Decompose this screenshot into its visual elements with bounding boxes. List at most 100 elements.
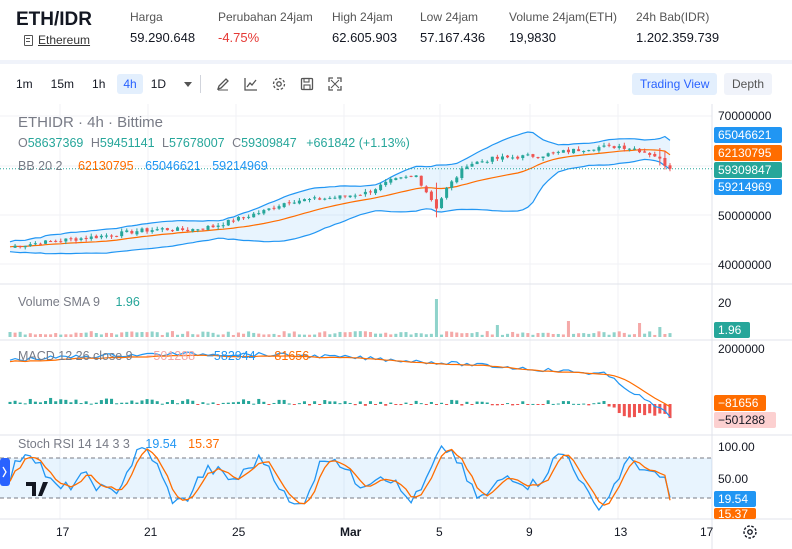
macd-hist-bar bbox=[165, 402, 169, 404]
timeframe-4h[interactable]: 4h bbox=[117, 74, 143, 94]
candle-body bbox=[59, 241, 63, 243]
macd-hist-bar bbox=[500, 404, 504, 405]
pencil-icon[interactable] bbox=[209, 72, 237, 96]
volume-bar bbox=[79, 332, 83, 337]
macd-hist-bar bbox=[33, 401, 37, 404]
save-icon[interactable] bbox=[293, 72, 321, 96]
volume-bar bbox=[104, 332, 108, 337]
settings-gear-icon[interactable] bbox=[743, 525, 757, 539]
macd-hist-bar bbox=[216, 404, 220, 405]
macd-hist-bar bbox=[94, 402, 98, 404]
candle bbox=[414, 175, 418, 178]
volume-bar bbox=[607, 334, 611, 337]
candle-body bbox=[353, 195, 357, 197]
gear-icon[interactable] bbox=[265, 72, 293, 96]
time-tick: 5 bbox=[436, 525, 443, 539]
pair-info[interactable]: Ethereum bbox=[24, 33, 90, 47]
volume-tick: 20 bbox=[718, 296, 732, 310]
macd-hist-bar bbox=[638, 404, 642, 413]
asset-link[interactable]: Ethereum bbox=[38, 33, 91, 47]
sidebar-toggle[interactable] bbox=[0, 458, 10, 486]
candle bbox=[663, 151, 667, 170]
depth-button[interactable]: Depth bbox=[724, 73, 773, 95]
badge-bg bbox=[714, 127, 782, 143]
sidebar-toggle-bg[interactable] bbox=[0, 458, 10, 486]
volume-bar bbox=[140, 331, 144, 337]
candle-body bbox=[506, 155, 510, 158]
timeframe-1h[interactable]: 1h bbox=[92, 77, 106, 91]
candle bbox=[338, 195, 342, 200]
line-chart-icon[interactable] bbox=[237, 72, 265, 96]
volume-bar bbox=[323, 331, 327, 337]
macd-hist-bar bbox=[577, 403, 581, 405]
tradingview-logo bbox=[20, 482, 52, 549]
candle bbox=[277, 204, 281, 210]
timeframe-dropdown[interactable]: 1D bbox=[151, 77, 193, 91]
macd-hist-bar bbox=[323, 400, 327, 404]
badge-text: −501288 bbox=[718, 413, 765, 427]
macd-hist-bar bbox=[627, 404, 631, 418]
time-tick: 9 bbox=[526, 525, 533, 539]
macd-hist-bar bbox=[409, 404, 413, 405]
candle bbox=[434, 182, 438, 218]
trading-chart[interactable]: ETHIDR · 4h · Bittime O58637369 H5945114… bbox=[0, 104, 792, 549]
candle-body bbox=[602, 145, 606, 147]
candles bbox=[13, 142, 672, 250]
candle bbox=[506, 154, 510, 159]
volume-bar bbox=[556, 333, 560, 337]
badge-stoch-k: 19.54 bbox=[714, 491, 756, 507]
timeframe-15m[interactable]: 15m bbox=[50, 77, 75, 91]
volume-bar bbox=[582, 333, 586, 337]
candle bbox=[622, 142, 626, 152]
candle bbox=[262, 209, 266, 216]
candle-body bbox=[663, 157, 667, 166]
badge-text: −81656 bbox=[718, 396, 759, 410]
candle-body bbox=[140, 228, 144, 233]
candle-body bbox=[343, 195, 347, 197]
macd-hist-bar bbox=[252, 403, 256, 405]
macd-tick: 2000000 bbox=[718, 342, 765, 356]
ohlc-h-label: H bbox=[91, 136, 100, 150]
candle-body bbox=[99, 235, 103, 238]
volume-bar bbox=[632, 334, 636, 337]
fullscreen-icon[interactable] bbox=[321, 72, 349, 96]
volume-bar bbox=[521, 332, 525, 337]
gear-icon[interactable] bbox=[743, 525, 757, 539]
volume-bar bbox=[409, 334, 413, 337]
bb-upper-line bbox=[9, 131, 671, 243]
volume-bar bbox=[551, 334, 555, 337]
macd-hist-bar bbox=[475, 401, 479, 404]
candle bbox=[216, 222, 220, 230]
trading-view-button[interactable]: Trading View bbox=[632, 73, 718, 95]
macd-hist-bar bbox=[287, 403, 291, 405]
candle bbox=[191, 228, 195, 233]
stat-value: 59.290.648 bbox=[130, 30, 196, 45]
badge-volume: 1.96 bbox=[714, 322, 750, 338]
badge-text: 1.96 bbox=[718, 323, 742, 337]
candle-body bbox=[33, 243, 37, 245]
bb-lower-value: 59214969 bbox=[212, 159, 268, 173]
candle bbox=[13, 243, 17, 249]
candle bbox=[155, 226, 159, 231]
macd-hist-bar bbox=[292, 404, 296, 405]
candle bbox=[328, 196, 332, 200]
macd-hist-bar bbox=[318, 404, 322, 405]
candle-body bbox=[54, 240, 58, 242]
macd-hist-bar bbox=[277, 399, 281, 404]
macd-hist-bar bbox=[546, 400, 550, 404]
ohlc-o-label: O bbox=[18, 136, 28, 150]
stoch-d-value: 15.37 bbox=[188, 437, 219, 451]
macd-hist-bar bbox=[379, 401, 383, 404]
volume-bar bbox=[460, 333, 464, 337]
chart-panel: 1m 15m 1h 4h 1D Trading View Depth bbox=[0, 64, 792, 549]
candle bbox=[572, 148, 576, 154]
macd-hist-bar bbox=[663, 404, 667, 414]
macd-hist-bar bbox=[38, 402, 42, 404]
candle bbox=[186, 227, 190, 232]
macd-hist-bar bbox=[13, 400, 17, 404]
badge-bg bbox=[714, 145, 782, 161]
candle-body bbox=[404, 176, 408, 178]
candle bbox=[582, 150, 586, 154]
timeframe-1m[interactable]: 1m bbox=[16, 77, 33, 91]
candle-body bbox=[150, 230, 154, 232]
